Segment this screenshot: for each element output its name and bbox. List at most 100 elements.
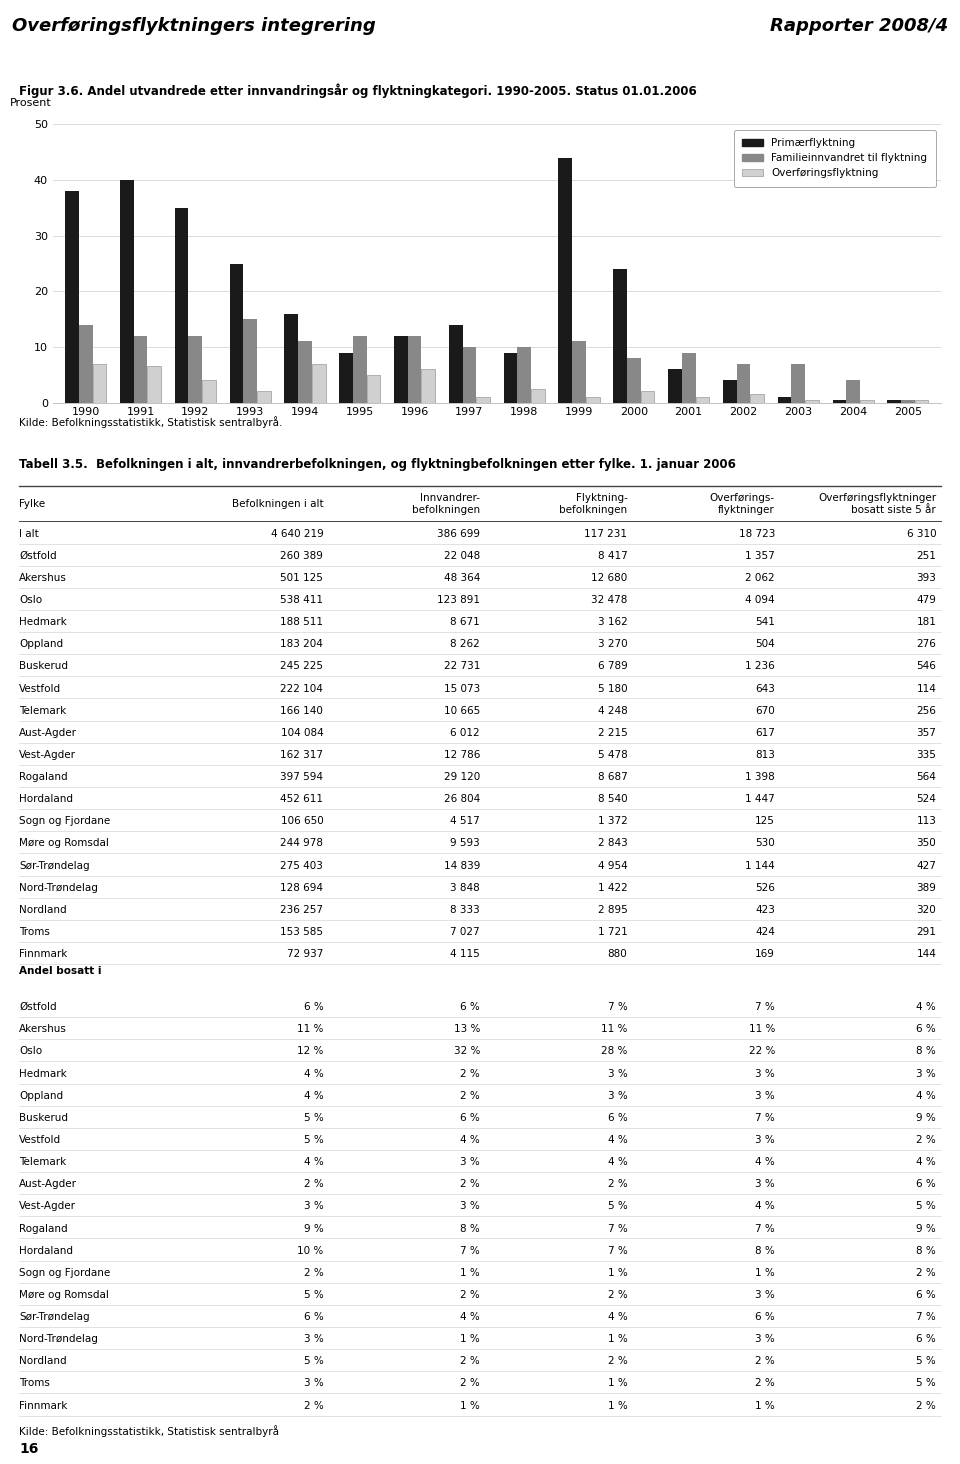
Text: 6 %: 6 % [303, 1003, 324, 1012]
Text: 4 %: 4 % [460, 1312, 480, 1322]
Text: 2 %: 2 % [917, 1401, 936, 1410]
Text: 18 723: 18 723 [738, 529, 775, 539]
Text: 22 048: 22 048 [444, 550, 480, 561]
Text: Aust-Agder: Aust-Agder [19, 728, 77, 738]
Text: 32 %: 32 % [454, 1047, 480, 1057]
Text: 2 %: 2 % [608, 1356, 628, 1366]
Text: 7 %: 7 % [917, 1312, 936, 1322]
Text: 357: 357 [916, 728, 936, 738]
Text: 8 671: 8 671 [450, 618, 480, 627]
Text: 1 %: 1 % [756, 1268, 775, 1278]
Text: 3 270: 3 270 [598, 640, 628, 649]
Text: 260 389: 260 389 [280, 550, 324, 561]
Text: 3 %: 3 % [303, 1334, 324, 1344]
Text: 6 %: 6 % [917, 1290, 936, 1300]
Bar [668, 369, 682, 403]
Text: 15 073: 15 073 [444, 684, 480, 694]
Text: 128 694: 128 694 [280, 883, 324, 893]
Text: Hedmark: Hedmark [19, 1069, 67, 1079]
Bar [463, 347, 476, 403]
Text: Akershus: Akershus [19, 1025, 67, 1035]
Bar [832, 400, 847, 403]
Text: 8 %: 8 % [756, 1246, 775, 1256]
Text: 8 %: 8 % [917, 1047, 936, 1057]
Bar [915, 400, 928, 403]
Bar [92, 363, 107, 403]
Text: 117 231: 117 231 [585, 529, 628, 539]
Text: 4 %: 4 % [303, 1069, 324, 1079]
Text: 393: 393 [916, 572, 936, 583]
Text: 1 721: 1 721 [598, 927, 628, 937]
Bar [778, 397, 791, 403]
Text: 2 %: 2 % [460, 1290, 480, 1300]
Text: 2 %: 2 % [460, 1379, 480, 1388]
Bar [847, 381, 860, 403]
Text: 4 %: 4 % [917, 1157, 936, 1167]
Text: Aust-Agder: Aust-Agder [19, 1180, 77, 1189]
Bar [339, 353, 353, 403]
Bar [394, 335, 408, 403]
Text: Befolkningen i alt: Befolkningen i alt [231, 499, 324, 509]
Text: 8 %: 8 % [917, 1246, 936, 1256]
Text: Troms: Troms [19, 1379, 50, 1388]
Text: 1 %: 1 % [608, 1334, 628, 1344]
Text: 8 %: 8 % [460, 1224, 480, 1234]
Bar [299, 341, 312, 403]
Text: 11 %: 11 % [749, 1025, 775, 1035]
Text: 564: 564 [916, 772, 936, 782]
Text: 880: 880 [608, 949, 628, 959]
Text: 4 %: 4 % [917, 1091, 936, 1101]
Text: 188 511: 188 511 [280, 618, 324, 627]
Bar [175, 208, 188, 403]
Text: Nordland: Nordland [19, 905, 67, 915]
Text: 2 %: 2 % [756, 1356, 775, 1366]
Bar [257, 391, 271, 403]
Text: 7 %: 7 % [608, 1246, 628, 1256]
Text: 643: 643 [755, 684, 775, 694]
Text: Sogn og Fjordane: Sogn og Fjordane [19, 817, 110, 826]
Text: 1 447: 1 447 [745, 793, 775, 804]
Bar [353, 335, 367, 403]
Text: Fylke: Fylke [19, 499, 45, 509]
Text: 8 262: 8 262 [450, 640, 480, 649]
Text: 28 %: 28 % [601, 1047, 628, 1057]
Text: 1 %: 1 % [756, 1401, 775, 1410]
Text: Nord-Trøndelag: Nord-Trøndelag [19, 883, 98, 893]
Text: 813: 813 [755, 750, 775, 760]
Text: 424: 424 [755, 927, 775, 937]
Text: 2 %: 2 % [917, 1135, 936, 1145]
Text: 1 %: 1 % [460, 1401, 480, 1410]
Bar [791, 363, 805, 403]
Text: 1 %: 1 % [460, 1334, 480, 1344]
Text: 3 %: 3 % [756, 1334, 775, 1344]
Text: 2 %: 2 % [917, 1268, 936, 1278]
Bar [751, 394, 764, 403]
Text: 6 789: 6 789 [598, 662, 628, 672]
Text: 5 %: 5 % [917, 1356, 936, 1366]
Bar [531, 389, 544, 403]
Text: Oppland: Oppland [19, 640, 63, 649]
Text: 3 %: 3 % [460, 1202, 480, 1211]
Text: Overføringsflyktningers integrering: Overføringsflyktningers integrering [12, 16, 375, 35]
Text: 5 %: 5 % [303, 1113, 324, 1123]
Bar [805, 400, 819, 403]
Bar [284, 313, 299, 403]
Text: 1 398: 1 398 [745, 772, 775, 782]
Text: 8 333: 8 333 [450, 905, 480, 915]
Text: Sør-Trøndelag: Sør-Trøndelag [19, 861, 90, 871]
Text: 2 %: 2 % [460, 1091, 480, 1101]
Text: 4 %: 4 % [756, 1202, 775, 1211]
Text: 169: 169 [755, 949, 775, 959]
Text: Rapporter 2008/4: Rapporter 2008/4 [770, 16, 948, 35]
Text: 6 %: 6 % [460, 1003, 480, 1012]
Text: 236 257: 236 257 [280, 905, 324, 915]
Text: Nord-Trøndelag: Nord-Trøndelag [19, 1334, 98, 1344]
Text: 4 954: 4 954 [598, 861, 628, 871]
Text: 3 162: 3 162 [598, 618, 628, 627]
Text: 2 895: 2 895 [598, 905, 628, 915]
Text: Buskerud: Buskerud [19, 1113, 68, 1123]
Bar [736, 363, 751, 403]
Text: 7 %: 7 % [608, 1224, 628, 1234]
Text: Østfold: Østfold [19, 1003, 57, 1012]
Text: 1 %: 1 % [608, 1268, 628, 1278]
